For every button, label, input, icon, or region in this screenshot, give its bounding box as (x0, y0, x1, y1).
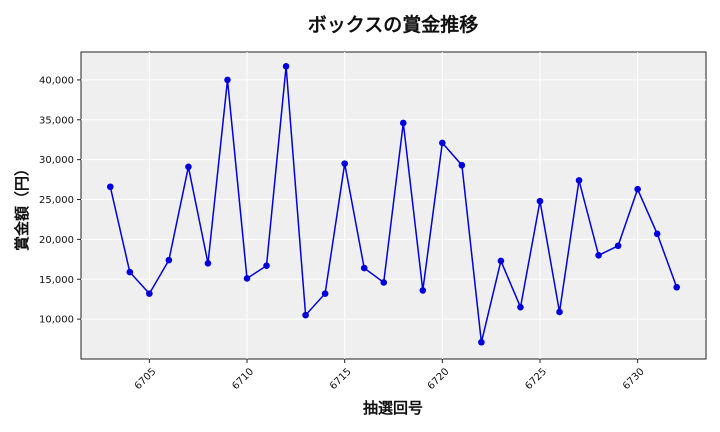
data-point (614, 242, 622, 250)
data-point (478, 338, 485, 346)
y-tick-label: 25,000 (39, 195, 74, 206)
x-axis: 6705 6710 6715 6720 6725 6730 (133, 359, 647, 392)
data-point (673, 283, 681, 291)
data-point (497, 257, 505, 265)
data-point (243, 275, 251, 282)
y-tick-label: 10,000 (39, 315, 74, 326)
data-point (458, 161, 466, 169)
x-tick-label: 6720 (426, 366, 452, 392)
series-line (109, 66, 678, 343)
data-point (595, 252, 602, 259)
y-axis-label: 賞金額（円） (13, 161, 31, 251)
y-tick-label: 20,000 (39, 235, 74, 246)
data-point (282, 63, 290, 70)
y-axis: 10,000 15,000 20,000 25,000 30,000 35,000 40,0… (39, 75, 81, 326)
data-point (321, 290, 329, 297)
y-tick-label: 30,000 (39, 155, 74, 166)
data-point (360, 264, 368, 272)
data-point (439, 139, 446, 147)
data-point (263, 262, 270, 270)
data-point (185, 163, 192, 171)
data-point (536, 197, 544, 205)
data-point (653, 230, 661, 238)
x-tick-label: 6710 (230, 366, 256, 392)
data-point (517, 303, 524, 311)
data-point (634, 185, 641, 193)
x-tick-label: 6705 (133, 366, 159, 392)
x-tick-label: 6730 (621, 366, 647, 392)
y-tick-label: 40,000 (39, 75, 74, 86)
data-point (575, 177, 583, 184)
data-point (126, 268, 134, 276)
x-tick-label: 6725 (523, 366, 549, 392)
data-points (106, 63, 681, 346)
y-tick-label: 15,000 (39, 275, 74, 286)
data-point (224, 76, 231, 84)
data-point (146, 290, 153, 297)
data-point (399, 119, 407, 127)
data-point (106, 183, 114, 191)
data-point (419, 287, 427, 294)
grid-lines (81, 52, 706, 359)
data-point (380, 279, 388, 286)
chart-title: ボックスの賞金推移 (308, 13, 478, 36)
data-point (165, 256, 173, 264)
data-point (341, 160, 348, 167)
x-axis-label: 抽選回号 (363, 399, 423, 417)
data-point (204, 260, 212, 267)
data-point (556, 308, 563, 316)
data-point (302, 311, 309, 319)
y-tick-label: 35,000 (39, 115, 74, 126)
x-tick-label: 6715 (328, 366, 354, 392)
